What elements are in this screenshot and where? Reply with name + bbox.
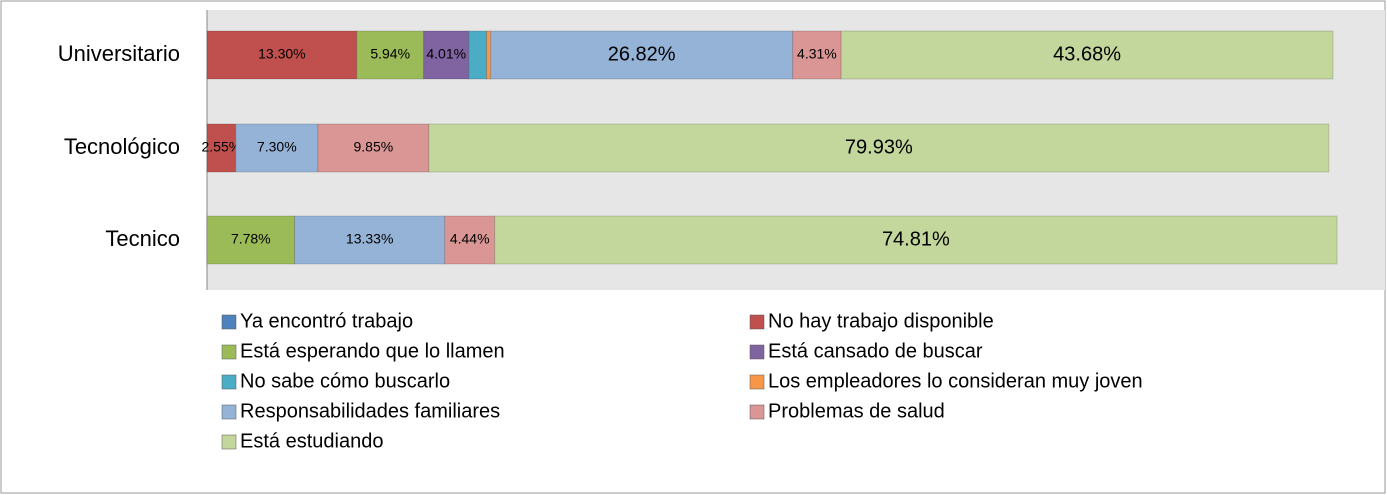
bar-segment bbox=[792, 30, 842, 80]
legend-swatch bbox=[749, 374, 765, 390]
data-label: 7.78% bbox=[231, 231, 271, 247]
bar-segment bbox=[840, 30, 1334, 80]
legend-label: Está esperando que lo llamen bbox=[240, 340, 505, 362]
data-label: 13.30% bbox=[258, 46, 305, 62]
legend-label: Está estudiando bbox=[240, 430, 383, 452]
data-label: 9.85% bbox=[354, 139, 394, 155]
data-label: 4.44% bbox=[450, 231, 490, 247]
y-tick-label: Tecnico bbox=[105, 226, 180, 251]
bar-segment bbox=[235, 123, 319, 173]
legend-swatch bbox=[749, 404, 765, 420]
bar-segment bbox=[423, 30, 470, 80]
data-label: 74.81% bbox=[882, 228, 950, 250]
y-tick-label: Universitario bbox=[58, 41, 180, 66]
legend-swatch bbox=[221, 344, 237, 360]
legend-label: No sabe cómo buscarlo bbox=[240, 370, 450, 392]
legend-swatch bbox=[221, 434, 237, 450]
bar-segment bbox=[294, 215, 446, 265]
legend-swatch bbox=[221, 314, 237, 330]
legend-label: No hay trabajo disponible bbox=[768, 310, 994, 332]
data-label: 5.94% bbox=[370, 46, 410, 62]
bar-segment bbox=[206, 215, 296, 265]
bar-segment bbox=[494, 215, 1338, 265]
bar-segment bbox=[206, 30, 358, 80]
data-label: 13.33% bbox=[346, 231, 393, 247]
legend-swatch bbox=[221, 374, 237, 390]
bar-segment bbox=[468, 30, 488, 80]
bar-segment bbox=[317, 123, 430, 173]
legend-label: Está cansado de buscar bbox=[768, 340, 983, 362]
data-label: 4.31% bbox=[797, 46, 837, 62]
bar-segment bbox=[490, 30, 794, 80]
legend-label: Responsabilidades familiares bbox=[240, 400, 500, 422]
data-label: 7.30% bbox=[257, 139, 297, 155]
bar-segment bbox=[356, 30, 425, 80]
legend-swatch bbox=[749, 344, 765, 360]
data-label: 2.55% bbox=[202, 139, 242, 155]
legend-label: Problemas de salud bbox=[768, 400, 945, 422]
legend-swatch bbox=[749, 314, 765, 330]
bar-segment bbox=[428, 123, 1330, 173]
bar-segment bbox=[444, 215, 496, 265]
legend-label: Ya encontró trabajo bbox=[240, 310, 413, 332]
data-label: 79.93% bbox=[845, 136, 913, 158]
data-label: 43.68% bbox=[1053, 43, 1121, 65]
legend-swatch bbox=[221, 404, 237, 420]
bar-segment bbox=[486, 30, 492, 80]
data-label: 26.82% bbox=[608, 43, 676, 65]
legend-label: Los empleadores lo consideran muy joven bbox=[768, 370, 1143, 392]
y-tick-label: Tecnológico bbox=[64, 134, 180, 159]
data-label: 4.01% bbox=[426, 46, 466, 62]
